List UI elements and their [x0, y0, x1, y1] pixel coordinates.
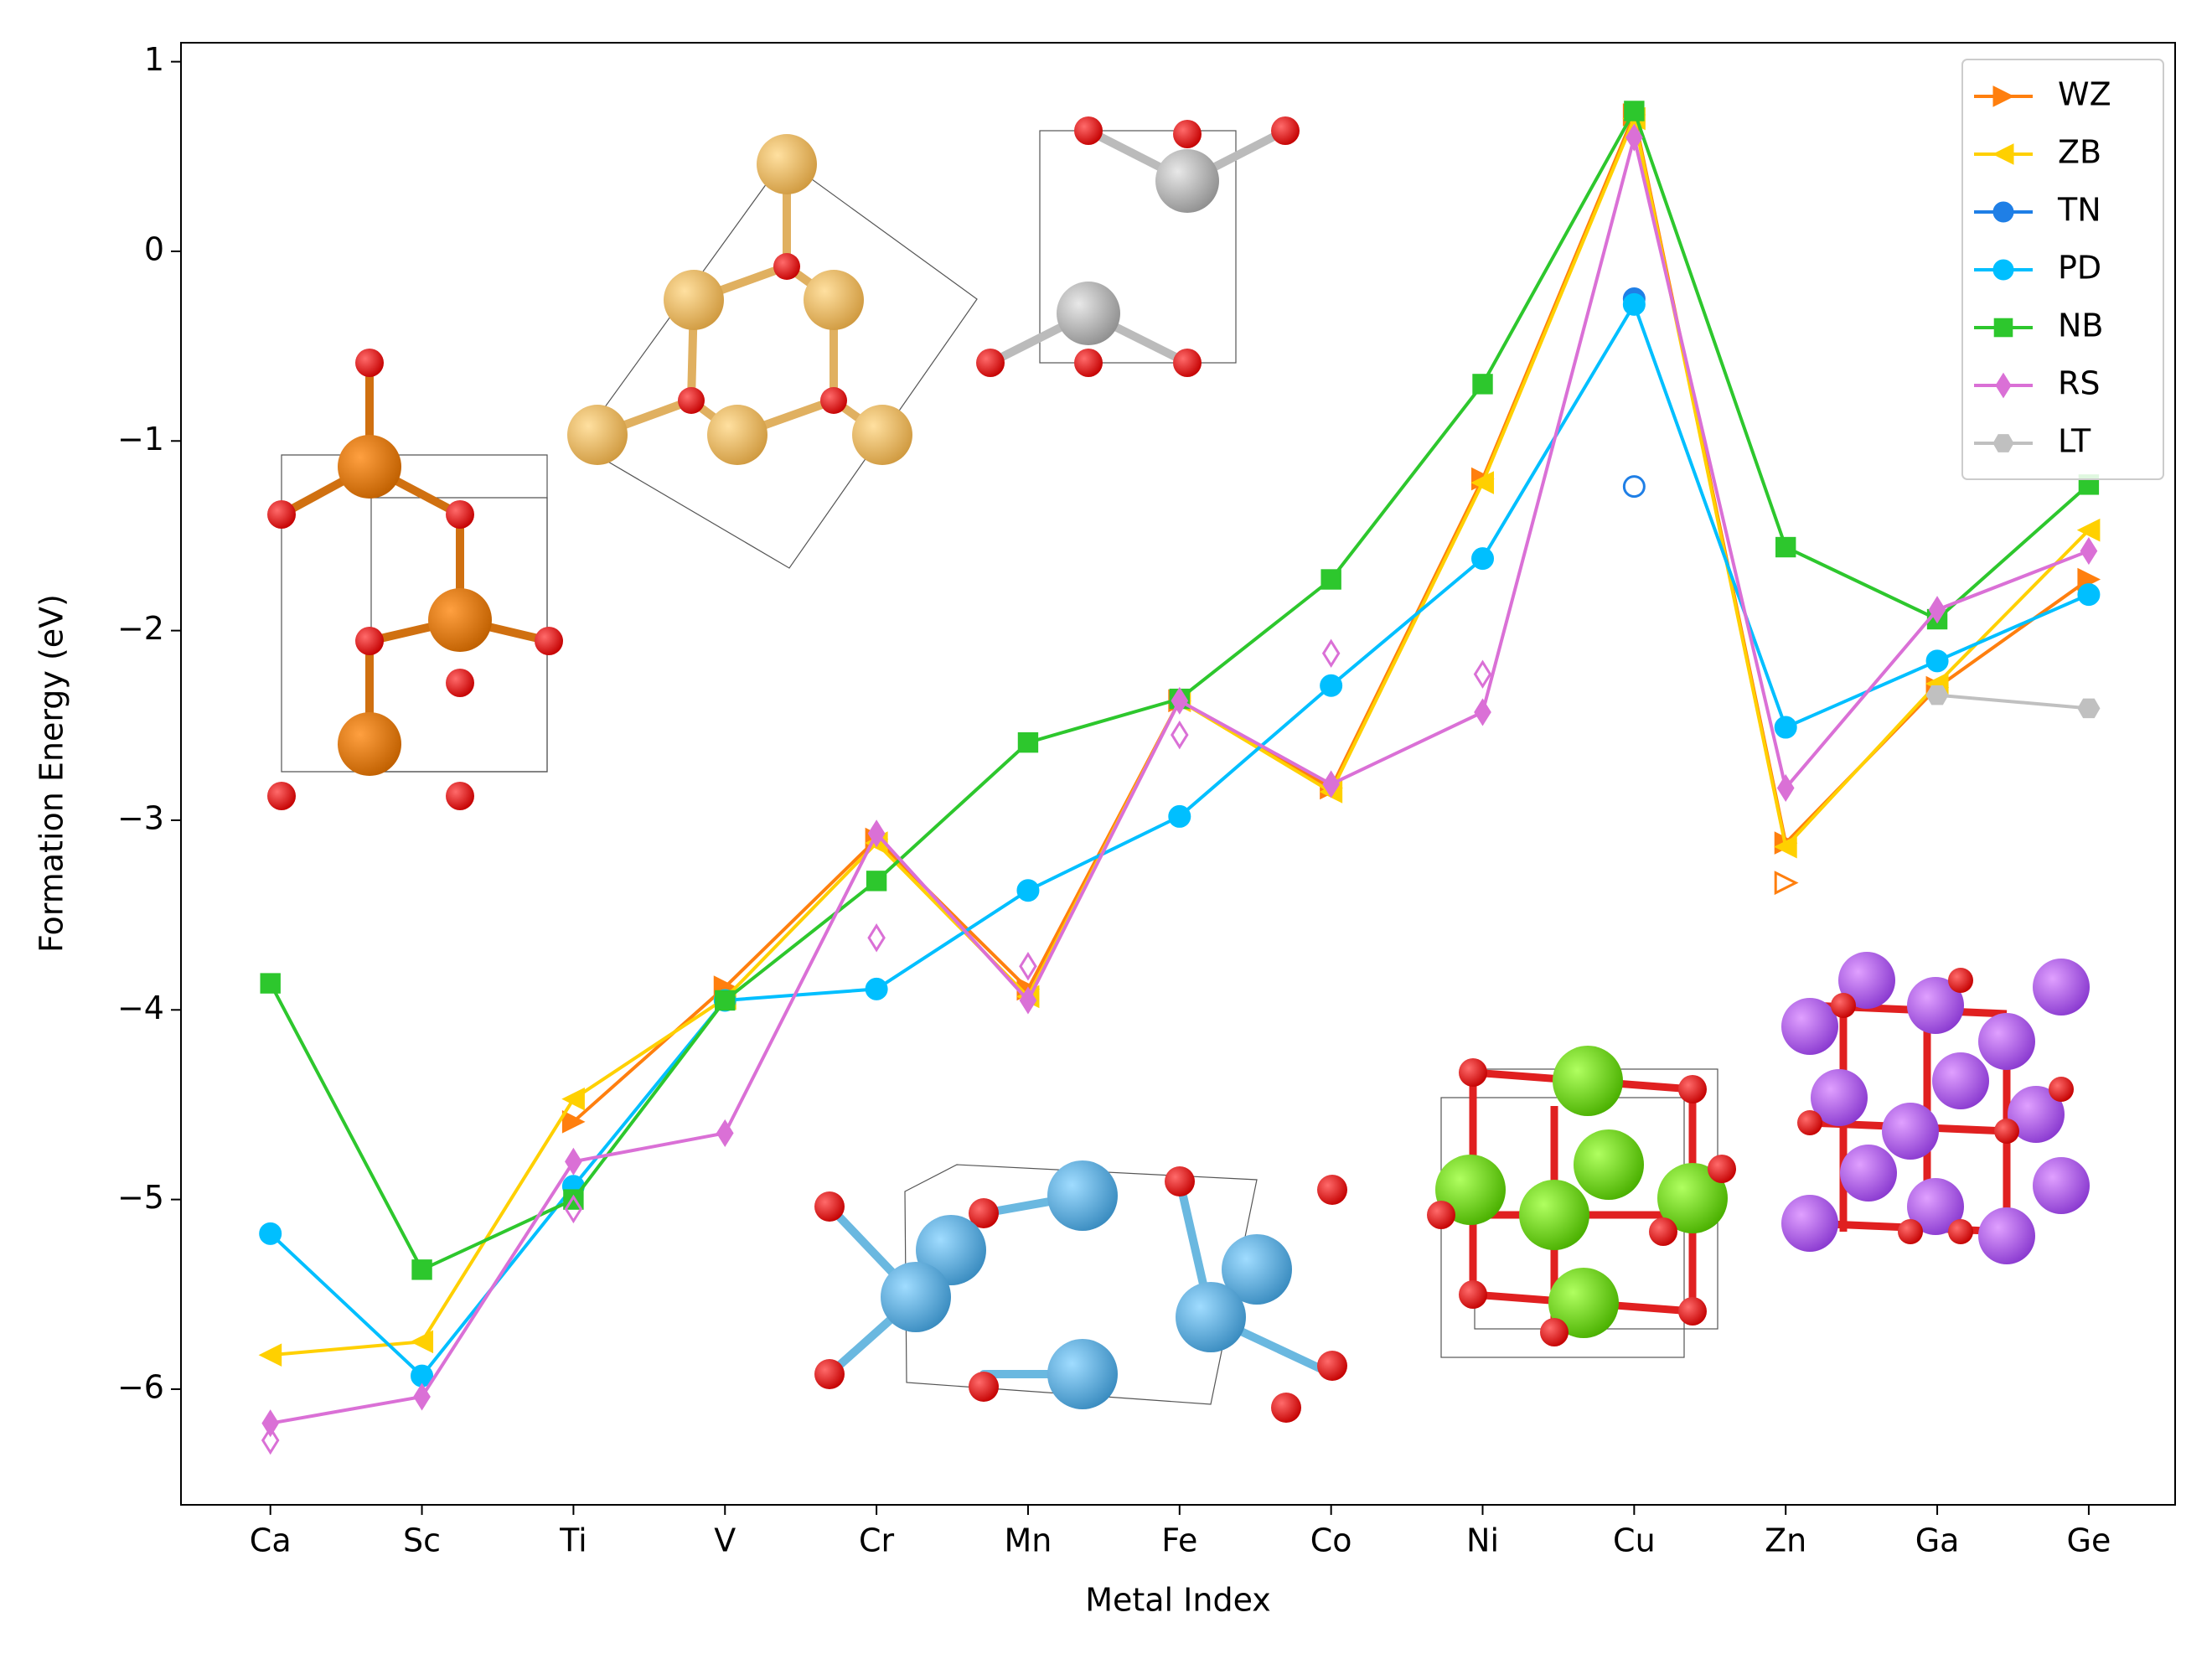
- open-data-point: [867, 923, 886, 953]
- data-point: [715, 990, 736, 1011]
- data-point: [1016, 879, 1040, 902]
- tetragonal-structure: [976, 116, 1300, 377]
- data-point: [1625, 123, 1643, 152]
- legend-label: ZB: [2058, 134, 2101, 171]
- x-tick-label: Zn: [1765, 1522, 1806, 1559]
- data-point: [716, 1119, 734, 1147]
- open-data-point: [1622, 475, 1646, 499]
- y-tick-label: −1: [117, 421, 164, 457]
- legend-label: NB: [2058, 308, 2104, 344]
- open-data-point: [564, 1194, 583, 1224]
- x-tick-label: Ga: [1915, 1522, 1960, 1559]
- legend-marker: [1992, 143, 2014, 165]
- series-line: [1936, 693, 2090, 711]
- open-data-point: [1473, 659, 1492, 689]
- open-data-point: [1019, 951, 1037, 981]
- data-point: [2076, 518, 2101, 542]
- data-point: [1322, 770, 1340, 798]
- open-data-point: [1171, 720, 1189, 750]
- x-tick-label: Ni: [1466, 1522, 1499, 1559]
- data-point: [1624, 101, 1645, 121]
- data-point: [1168, 804, 1191, 828]
- x-tick-label: Mn: [1005, 1522, 1052, 1559]
- open-data-point: [1774, 871, 1799, 896]
- y-tick-label: −3: [117, 799, 164, 836]
- legend-label: WZ: [2058, 76, 2111, 113]
- data-point: [1019, 986, 1037, 1015]
- legend-marker: [1992, 259, 2014, 281]
- data-point: [259, 1222, 282, 1245]
- y-tick-label: 1: [144, 41, 164, 78]
- nacl-structure: [1427, 1046, 1736, 1358]
- data-point: [561, 1087, 585, 1111]
- data-point: [411, 1259, 432, 1280]
- legend-label: PD: [2058, 250, 2101, 287]
- legend-marker: [1992, 85, 2015, 107]
- data-point: [866, 871, 887, 892]
- x-tick-label: Sc: [403, 1522, 441, 1559]
- data-point: [1472, 374, 1493, 395]
- data-point: [1171, 686, 1189, 715]
- wurtzite-structure: [267, 349, 563, 810]
- data-point: [1774, 835, 1797, 859]
- y-tick-label: −2: [117, 610, 164, 647]
- data-point: [2080, 537, 2098, 566]
- data-point: [1622, 292, 1646, 316]
- data-point: [413, 1382, 431, 1411]
- crystal-structures: [267, 116, 2090, 1423]
- y-tick-label: −6: [117, 1368, 164, 1405]
- data-point: [1774, 716, 1797, 739]
- y-axis-label: Formation Energy (eV): [34, 594, 70, 953]
- data-point: [1775, 536, 1796, 558]
- legend-marker: [1993, 318, 2013, 338]
- data-point: [561, 1110, 586, 1134]
- planar-structure: [814, 1160, 1347, 1423]
- x-tick-label: Cr: [859, 1522, 895, 1559]
- data-point: [565, 1147, 582, 1176]
- legend-marker: [1995, 372, 2012, 399]
- legend-box: [1961, 59, 2164, 480]
- x-tick-label: Fe: [1161, 1522, 1197, 1559]
- y-tick-label: 0: [144, 230, 164, 267]
- y-tick-label: −5: [117, 1179, 164, 1216]
- legend-label: LT: [2058, 423, 2091, 460]
- data-point: [1470, 471, 1495, 494]
- data-point: [1320, 674, 1343, 697]
- data-point: [865, 977, 888, 1000]
- legend-label: TN: [2057, 192, 2101, 229]
- legend-marker: [1992, 434, 2014, 452]
- legend-marker: [1992, 201, 2014, 223]
- data-point: [2077, 583, 2101, 607]
- data-point: [1925, 685, 1949, 705]
- data-point: [1471, 547, 1495, 571]
- x-tick-label: Ge: [2067, 1522, 2111, 1559]
- x-tick-label: Co: [1310, 1522, 1352, 1559]
- data-point: [1320, 569, 1341, 590]
- data-point: [1928, 596, 1946, 624]
- legend-label: RS: [2058, 365, 2101, 402]
- data-point: [261, 1409, 280, 1438]
- open-data-point: [1321, 638, 1341, 669]
- zincblende-structure: [567, 134, 978, 569]
- data-point: [260, 973, 281, 994]
- data-point: [1776, 773, 1795, 803]
- rocksalt-structure: [1781, 952, 2090, 1264]
- x-tick-label: Cu: [1613, 1522, 1656, 1559]
- x-tick-label: Ca: [250, 1522, 292, 1559]
- data-point: [410, 1330, 434, 1354]
- plot-frame: [180, 42, 2176, 1506]
- y-tick-label: −4: [117, 990, 164, 1026]
- data-point: [2077, 698, 2101, 719]
- x-tick-label: Ti: [559, 1522, 587, 1559]
- data-point: [1017, 731, 1039, 753]
- x-axis-label: Metal Index: [1085, 1582, 1271, 1619]
- x-tick-label: V: [714, 1522, 736, 1559]
- data-point: [867, 819, 886, 848]
- data-point: [1474, 698, 1491, 726]
- data-point: [1925, 649, 1949, 673]
- data-point: [258, 1343, 282, 1367]
- open-data-point: [261, 1425, 280, 1455]
